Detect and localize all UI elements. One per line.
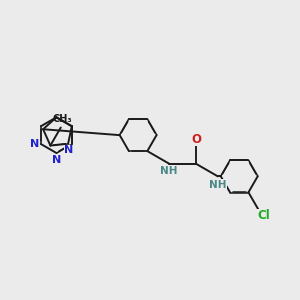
Text: Cl: Cl bbox=[257, 209, 270, 222]
Text: NH: NH bbox=[209, 180, 226, 190]
Text: N: N bbox=[52, 154, 61, 164]
Text: N: N bbox=[64, 145, 73, 155]
Text: O: O bbox=[191, 133, 201, 146]
Text: CH₃: CH₃ bbox=[52, 114, 72, 124]
Text: NH: NH bbox=[160, 166, 178, 176]
Text: N: N bbox=[30, 139, 39, 149]
